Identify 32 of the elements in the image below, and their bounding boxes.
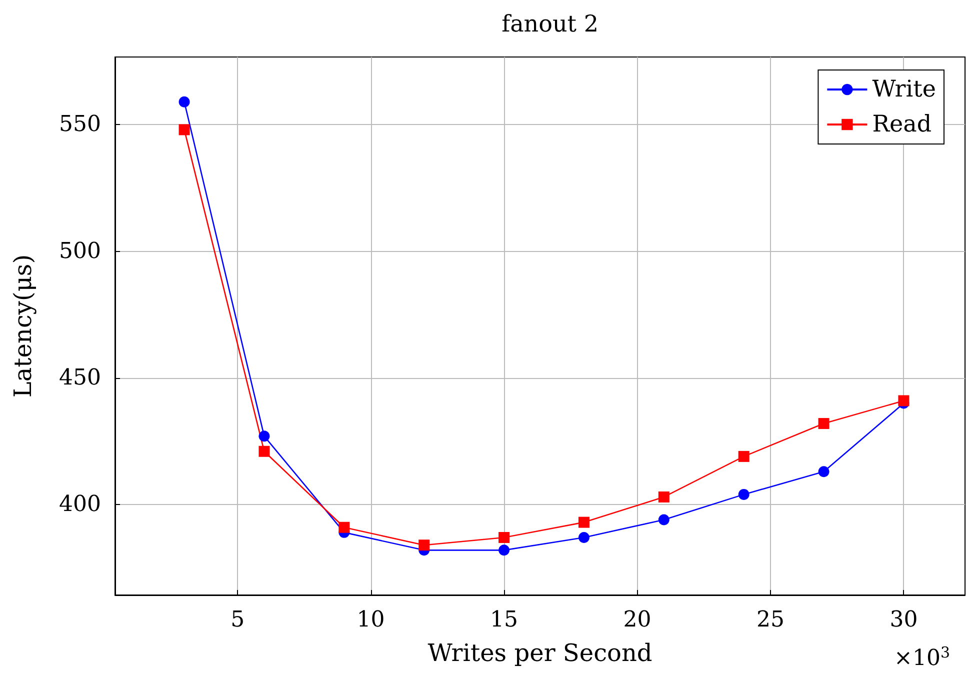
point xyxy=(898,395,910,406)
point xyxy=(738,450,750,462)
x-tick-label: 10 xyxy=(356,608,385,632)
legend-label: Read xyxy=(872,112,932,138)
point xyxy=(818,466,830,478)
x-tick-label: 25 xyxy=(756,608,784,632)
point xyxy=(178,124,190,136)
point xyxy=(658,514,670,526)
x-tick-label: 30 xyxy=(890,608,918,632)
point xyxy=(258,446,270,457)
point xyxy=(418,540,430,551)
x-tick-label: 5 xyxy=(230,608,245,632)
chart-title: fanout 2 xyxy=(502,12,598,38)
point xyxy=(498,544,510,556)
point xyxy=(658,491,670,502)
y-tick-label: 400 xyxy=(59,492,101,518)
x-axis-title: Writes per Second xyxy=(428,639,652,667)
x-tick-label: 20 xyxy=(623,608,652,632)
point xyxy=(738,488,750,500)
point xyxy=(498,532,510,543)
legend-label: Write xyxy=(872,76,936,102)
point xyxy=(178,96,190,108)
point xyxy=(818,418,830,430)
x-tick-label: 15 xyxy=(490,608,518,632)
y-tick-label: 550 xyxy=(59,112,101,138)
y-tick-label: 500 xyxy=(59,238,101,264)
point xyxy=(338,522,350,533)
point xyxy=(578,516,590,528)
y-tick-label: 450 xyxy=(59,365,101,390)
point xyxy=(578,532,590,543)
y-axis-title: Latency(μs) xyxy=(9,254,37,398)
point xyxy=(258,430,270,442)
